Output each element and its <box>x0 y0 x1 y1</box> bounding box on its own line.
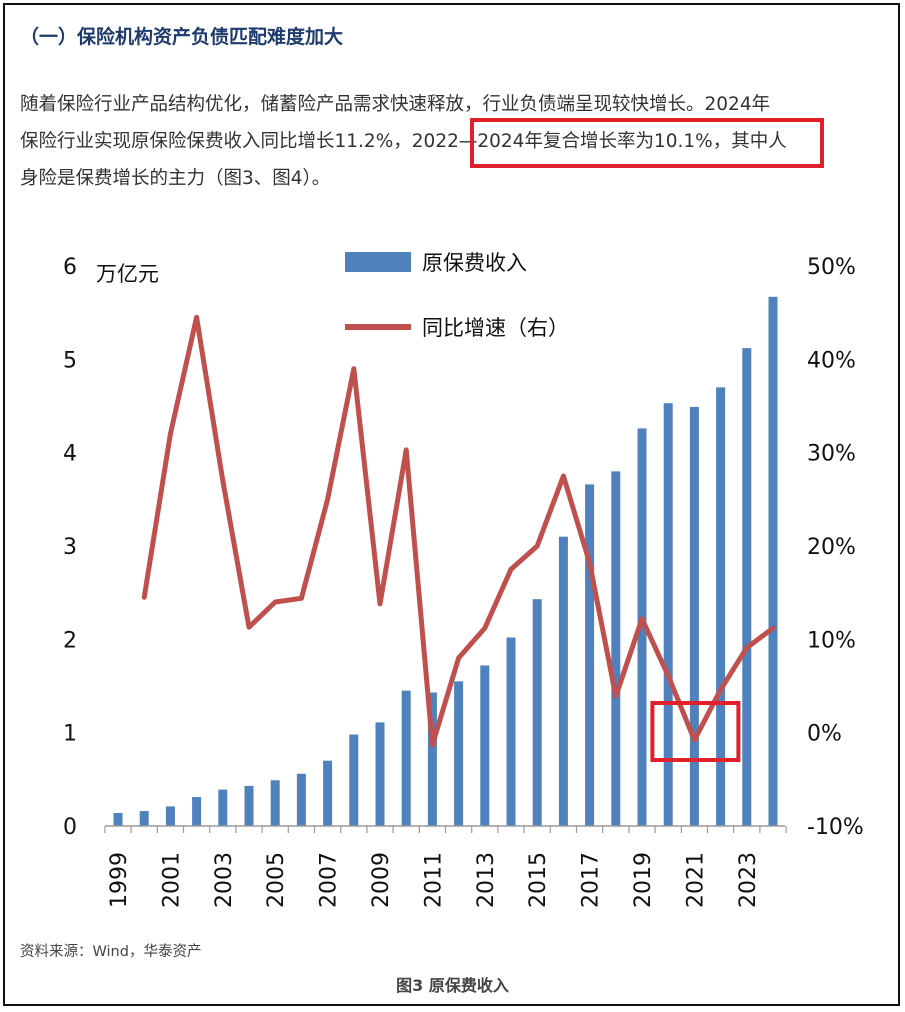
bar-2005 <box>270 780 280 826</box>
paragraph-line-1: 随着保险行业产品结构优化，储蓄险产品需求快速释放，行业负债端呈现较快增长。202… <box>20 94 771 115</box>
bar-2011 <box>427 692 437 826</box>
bar-2000 <box>139 811 149 826</box>
x-axis-tick-label: 2009 <box>369 852 394 908</box>
left-axis-tick-label: 3 <box>63 535 77 560</box>
bar-2022 <box>716 387 726 826</box>
paragraph-line-3: 身险是保费增长的主力（图3、图4）。 <box>20 168 331 189</box>
figure-caption: 图3 原保费收入 <box>396 976 509 995</box>
bar-2002 <box>192 797 202 826</box>
legend-bar-label: 原保费收入 <box>422 251 527 275</box>
right-axis-tick-label: 20% <box>807 535 856 560</box>
chart-highlight-box <box>650 701 741 762</box>
right-axis-tick-label: 0% <box>807 722 842 747</box>
left-axis-tick-label: 6 <box>63 255 77 280</box>
bar-2006 <box>296 773 306 826</box>
x-axis-tick-label: 2023 <box>736 852 761 908</box>
x-axis-tick-label: 2021 <box>683 852 708 908</box>
right-axis-tick-label: 30% <box>807 442 856 467</box>
highlighted-growth-rate: 2022—2024年复合增长率为10.1% <box>411 131 713 152</box>
bar-2003 <box>218 789 228 826</box>
x-axis-tick-label: 2001 <box>159 852 184 908</box>
x-axis-tick-label: 2013 <box>474 852 499 908</box>
x-axis-tick-label: 2003 <box>212 852 237 908</box>
bar-2009 <box>375 722 385 826</box>
legend-bar-swatch <box>345 252 411 272</box>
x-axis-tick-label: 2005 <box>264 852 289 908</box>
bar-2017 <box>585 484 595 826</box>
bar-2007 <box>323 760 333 826</box>
bar-2019 <box>637 428 647 826</box>
bar-2008 <box>349 734 359 826</box>
bar-2024 <box>768 296 778 826</box>
left-axis-tick-label: 2 <box>63 628 77 653</box>
left-axis-tick-label: 5 <box>63 348 77 373</box>
text-highlight-box <box>470 118 824 168</box>
bar-2023 <box>742 348 752 826</box>
bar-2004 <box>244 785 254 826</box>
bar-2020 <box>663 403 673 826</box>
right-axis-tick-label: 40% <box>807 348 856 373</box>
bar-2016 <box>558 536 568 826</box>
x-axis-tick-label: 1999 <box>107 852 132 908</box>
right-axis-tick-label: 10% <box>807 628 856 653</box>
bar-2001 <box>165 806 175 826</box>
figure-frame <box>3 3 900 1006</box>
bar-2014 <box>506 637 516 826</box>
legend-line-label: 同比增速（右） <box>422 316 569 340</box>
paragraph-line-2-start: 保险行业实现原保险保费收入同比增长11.2%， <box>20 131 412 152</box>
left-axis-unit-label: 万亿元 <box>96 262 159 286</box>
section-heading: （一）保险机构资产负债匹配难度加大 <box>20 26 344 48</box>
body-paragraph: 随着保险行业产品结构优化，储蓄险产品需求快速释放，行业负债端呈现较快增长。202… <box>20 86 905 197</box>
right-axis-tick-label: -10% <box>807 815 864 840</box>
x-axis-tick-label: 2017 <box>579 852 604 908</box>
bar-2010 <box>401 690 411 826</box>
bar-2018 <box>611 471 621 826</box>
x-axis-tick-label: 2019 <box>631 852 656 908</box>
growth-rate-line <box>141 314 776 748</box>
source-note: 资料来源：Wind，华泰资产 <box>20 944 202 960</box>
bar-1999 <box>113 812 123 826</box>
paragraph-line-2: 保险行业实现原保险保费收入同比增长11.2%，2022—2024年复合增长率为1… <box>20 123 905 160</box>
left-axis-tick-label: 4 <box>63 442 77 467</box>
bar-2015 <box>532 599 542 826</box>
bar-2021 <box>689 406 699 826</box>
x-axis-tick-label: 2007 <box>317 852 342 908</box>
left-axis-tick-label: 0 <box>63 815 77 840</box>
bar-2012 <box>454 681 464 826</box>
left-axis-tick-label: 1 <box>63 722 77 747</box>
right-axis-tick-label: 50% <box>807 255 856 280</box>
paragraph-line-2-end: ，其中人 <box>712 131 787 152</box>
x-axis-tick-label: 2011 <box>421 852 446 908</box>
x-axis-tick-label: 2015 <box>526 852 551 908</box>
bar-2013 <box>480 665 490 826</box>
